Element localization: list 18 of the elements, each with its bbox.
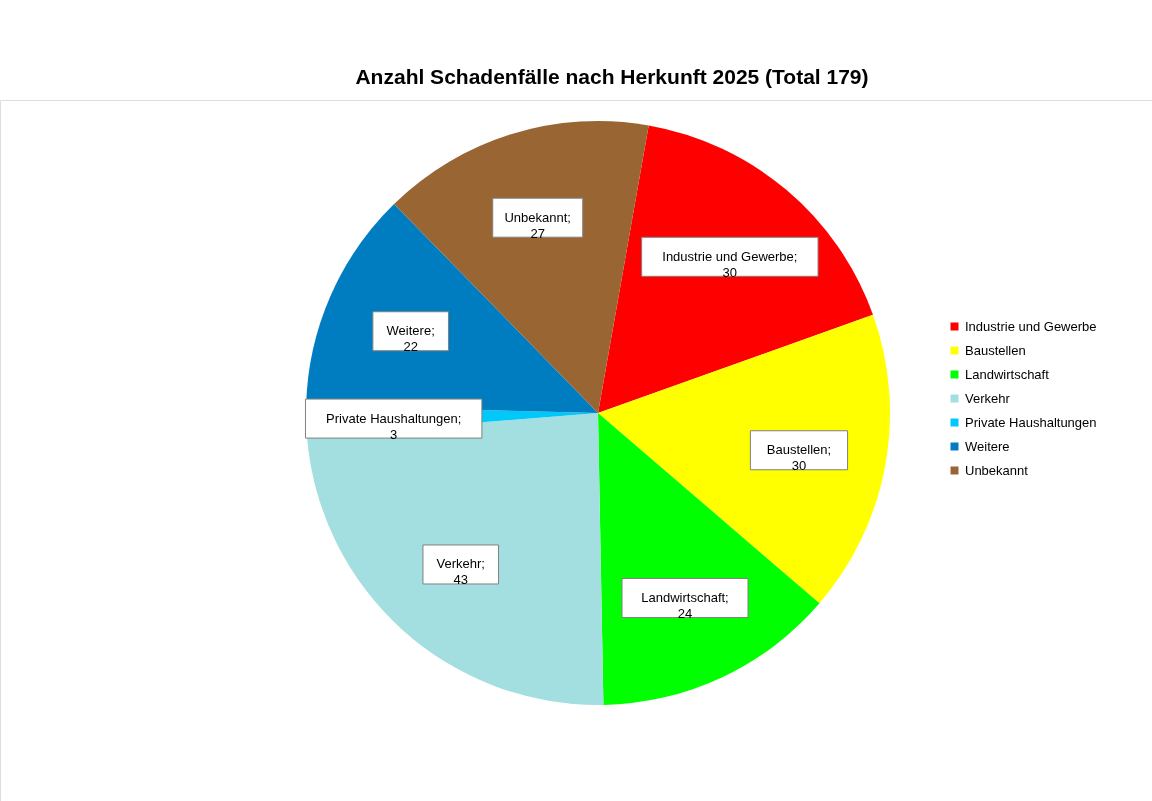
legend-label: Baustellen [965,342,1026,358]
data-label: Unbekannt; 27 [504,209,571,241]
legend-label: Landwirtschaft [965,366,1050,382]
data-label: Landwirtschaft; 24 [641,589,729,621]
pie-slice [306,413,604,705]
chart-title: Anzahl Schadenfälle nach Herkunft 2025 (Total 179) [355,65,869,88]
data-label: Verkehr; 43 [436,556,485,588]
data-label: Industrie und Gewerbe; 30 [662,248,798,280]
data-label: Private Haushaltungen; 3 [326,410,462,442]
pie-slice [598,314,890,604]
legend-label: Verkehr [965,390,1011,406]
legend-label: Industrie und Gewerbe [965,318,1097,334]
legend-label: Weitere [965,438,1010,454]
data-label: Baustellen; 30 [766,442,832,474]
legend-label: Private Haushaltungen [965,414,1097,430]
data-label: Weitere; 22 [386,323,435,355]
legend-label: Unbekannt [965,462,1029,478]
pie-slice [306,204,598,413]
